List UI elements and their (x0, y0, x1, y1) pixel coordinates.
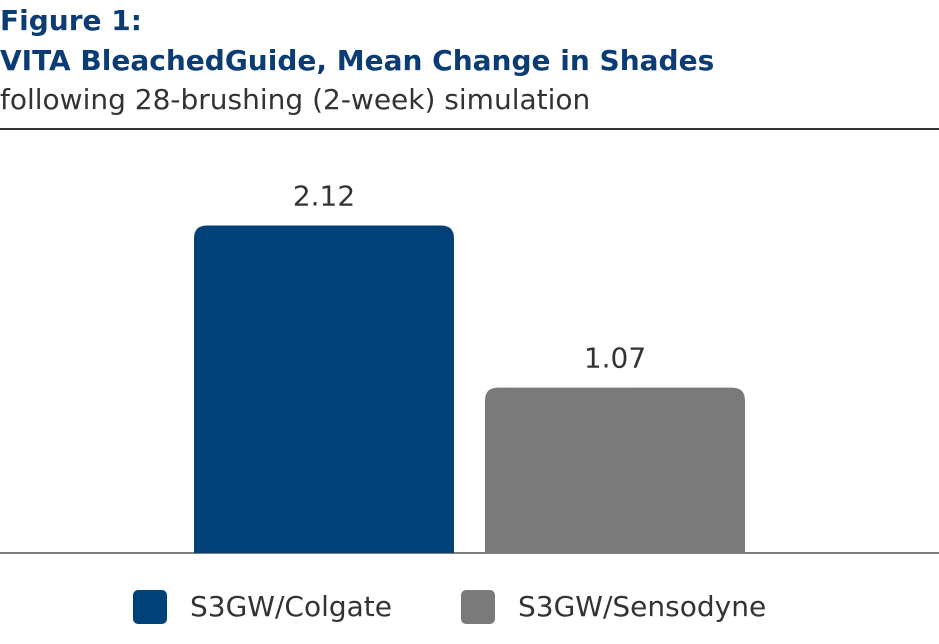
value-label: 1.07 (584, 342, 646, 375)
figure-label: Figure 1: (0, 4, 142, 37)
legend-label: S3GW/Colgate (190, 590, 392, 623)
bar (194, 225, 454, 553)
legend-swatch (133, 590, 167, 624)
chart-subtitle: following 28-brushing (2-week) simulatio… (0, 83, 590, 116)
legend-label: S3GW/Sensodyne (518, 590, 766, 623)
bar (485, 387, 745, 553)
legend-swatch (461, 590, 495, 624)
value-label: 2.12 (293, 179, 355, 212)
chart-title: VITA BleachedGuide, Mean Change in Shade… (0, 44, 714, 77)
